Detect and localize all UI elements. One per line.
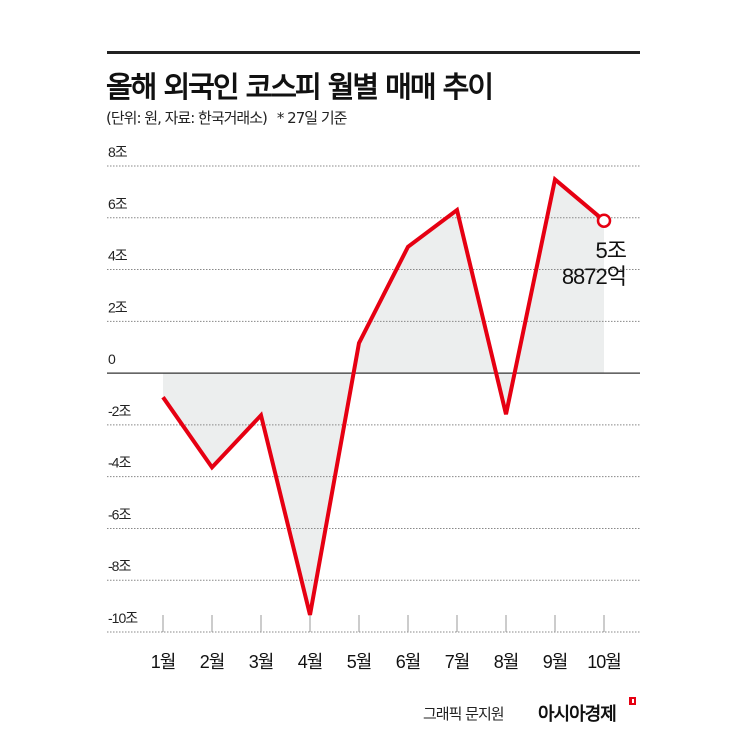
y-tick-label: 6조 [108,196,128,212]
y-tick-label: -2조 [108,403,131,419]
annotation-value-line2: 8872억 [562,264,626,289]
annotation-value-line1: 5조 [596,238,627,263]
y-tick-label: -10조 [108,610,138,626]
x-tick-label: 2월 [200,652,225,672]
unit-source: (단위: 원, 자료: 한국거래소) [106,109,268,127]
top-rule [107,51,640,54]
graphic-credit: 그래픽 문지원 [423,705,505,723]
x-tick-label: 7월 [445,652,470,672]
brand-mark-icon [629,697,636,705]
x-tick-label: 4월 [298,652,323,672]
chart-subtitle: (단위: 원, 자료: 한국거래소) * 27일 기준 [106,107,348,128]
y-tick-label: 2조 [108,299,128,315]
y-tick-label: -8조 [108,558,131,574]
chart-title: 올해 외국인 코스피 월별 매매 추이 [106,70,494,104]
x-tick-label: 9월 [543,652,568,672]
x-tick-label: 5월 [347,652,372,672]
date-note: * 27일 기준 [276,109,348,127]
series-line [161,175,606,616]
data-point-last [596,213,612,228]
y-tick-label: 8조 [108,144,128,160]
x-tick-label: 3월 [249,652,274,672]
x-tick-label: 10월 [587,652,621,672]
x-tick-label: 8월 [494,652,519,672]
y-tick-label: 0 [108,351,116,367]
y-tick-label: 4조 [108,248,128,264]
brand-logo: 아시아경제 [538,704,617,725]
y-tick-label: -6조 [108,506,131,522]
x-tick-label: 6월 [396,652,421,672]
area-fill [163,179,604,615]
x-tick-label: 1월 [151,652,176,672]
y-tick-label: -4조 [108,455,131,471]
